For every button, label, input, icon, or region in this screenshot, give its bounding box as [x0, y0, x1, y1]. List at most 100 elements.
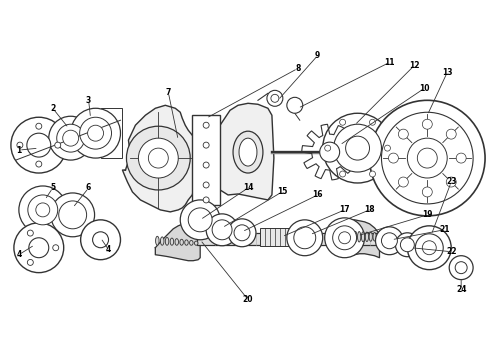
Circle shape — [59, 201, 87, 229]
Circle shape — [382, 112, 473, 204]
Circle shape — [422, 187, 432, 197]
Circle shape — [422, 119, 432, 129]
Circle shape — [17, 142, 23, 148]
Circle shape — [339, 232, 350, 244]
Circle shape — [14, 223, 64, 273]
Text: 14: 14 — [243, 184, 253, 193]
Circle shape — [29, 238, 49, 258]
Ellipse shape — [369, 232, 372, 241]
Circle shape — [228, 219, 256, 247]
Circle shape — [36, 123, 42, 129]
Circle shape — [63, 130, 78, 146]
Circle shape — [287, 220, 323, 256]
Text: 10: 10 — [419, 84, 430, 93]
Circle shape — [398, 177, 408, 187]
Text: 17: 17 — [339, 206, 350, 215]
Ellipse shape — [239, 138, 257, 166]
Circle shape — [345, 136, 369, 160]
Circle shape — [294, 227, 316, 249]
Ellipse shape — [175, 239, 178, 245]
Circle shape — [180, 200, 220, 240]
Circle shape — [398, 129, 408, 139]
Circle shape — [389, 153, 398, 163]
Circle shape — [36, 161, 42, 167]
Ellipse shape — [362, 232, 365, 242]
Ellipse shape — [195, 241, 198, 245]
Ellipse shape — [185, 240, 188, 245]
Circle shape — [81, 220, 121, 260]
Circle shape — [446, 129, 456, 139]
Text: 15: 15 — [277, 188, 287, 197]
Circle shape — [267, 90, 283, 106]
Text: 3: 3 — [86, 96, 91, 105]
Circle shape — [27, 230, 33, 236]
Polygon shape — [345, 220, 379, 258]
Ellipse shape — [233, 131, 263, 173]
Circle shape — [88, 125, 103, 141]
Text: 23: 23 — [446, 177, 457, 186]
Text: 11: 11 — [384, 58, 394, 67]
Circle shape — [407, 138, 447, 178]
Circle shape — [455, 262, 467, 274]
Circle shape — [382, 233, 397, 249]
Circle shape — [369, 171, 375, 177]
Circle shape — [206, 214, 238, 246]
Ellipse shape — [358, 231, 361, 242]
Ellipse shape — [180, 239, 183, 245]
Text: 1: 1 — [16, 145, 22, 154]
Circle shape — [138, 138, 178, 178]
Text: 5: 5 — [50, 184, 55, 193]
Circle shape — [333, 226, 357, 250]
Polygon shape — [122, 105, 195, 212]
Circle shape — [28, 195, 58, 225]
Circle shape — [203, 197, 209, 203]
Circle shape — [11, 117, 67, 173]
Polygon shape — [155, 223, 200, 261]
Bar — [192, 115, 220, 205]
Text: 7: 7 — [166, 88, 171, 97]
Ellipse shape — [373, 233, 376, 241]
Circle shape — [49, 116, 93, 160]
Text: 21: 21 — [439, 225, 449, 234]
Circle shape — [456, 153, 466, 163]
Circle shape — [325, 218, 365, 258]
Circle shape — [375, 227, 403, 255]
Circle shape — [148, 148, 168, 168]
Ellipse shape — [354, 231, 357, 242]
Circle shape — [55, 142, 61, 148]
Polygon shape — [302, 124, 358, 180]
Ellipse shape — [190, 240, 193, 245]
Text: 4: 4 — [16, 250, 22, 259]
Bar — [197, 233, 382, 245]
Circle shape — [334, 124, 382, 172]
Ellipse shape — [170, 238, 173, 245]
Circle shape — [319, 142, 340, 162]
Circle shape — [203, 122, 209, 128]
Text: 24: 24 — [456, 285, 466, 294]
Circle shape — [126, 126, 190, 190]
Circle shape — [53, 245, 59, 251]
Circle shape — [203, 182, 209, 188]
Circle shape — [385, 145, 391, 151]
Circle shape — [400, 238, 415, 252]
Circle shape — [449, 256, 473, 280]
Circle shape — [325, 145, 331, 151]
Ellipse shape — [366, 232, 368, 242]
Ellipse shape — [160, 237, 164, 245]
Ellipse shape — [156, 236, 159, 245]
Circle shape — [212, 220, 232, 240]
Circle shape — [234, 225, 250, 241]
Bar — [100, 108, 122, 158]
Circle shape — [203, 162, 209, 168]
Text: 6: 6 — [86, 184, 91, 193]
Circle shape — [340, 119, 345, 125]
Text: 12: 12 — [409, 61, 419, 70]
Circle shape — [287, 97, 303, 113]
Circle shape — [71, 108, 121, 158]
Circle shape — [422, 241, 436, 255]
Circle shape — [446, 177, 456, 187]
Text: 8: 8 — [295, 64, 300, 73]
Text: 13: 13 — [442, 68, 452, 77]
Text: 22: 22 — [446, 247, 457, 256]
Circle shape — [80, 117, 112, 149]
